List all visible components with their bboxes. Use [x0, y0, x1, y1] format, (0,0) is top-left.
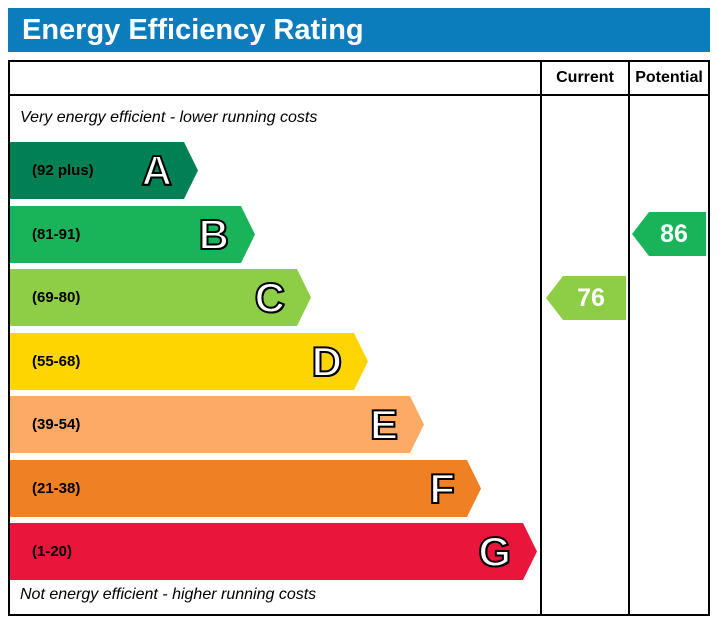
page-title: Energy Efficiency Rating	[22, 13, 364, 46]
bottom-note: Not energy efficient - higher running co…	[20, 586, 317, 603]
band-c-letter: C	[254, 274, 285, 321]
top-note: Very energy efficient - lower running co…	[20, 109, 318, 126]
band-e-range: (39-54)	[32, 416, 81, 433]
band-b-range: (81-91)	[32, 226, 81, 243]
band-a: (92 plus) A	[10, 142, 198, 199]
band-b-letter: B	[198, 211, 229, 258]
band-a-letter: A	[141, 147, 172, 194]
band-e: (39-54) E	[10, 396, 424, 453]
band-f: (21-38) F	[10, 460, 481, 517]
current-rating-value: 76	[577, 283, 605, 312]
current-column-divider	[540, 62, 542, 614]
potential-column-divider	[628, 62, 630, 614]
band-d-range: (55-68)	[32, 353, 81, 370]
band-c: (69-80) C	[10, 269, 311, 326]
band-g-letter: G	[478, 528, 511, 575]
potential-rating-arrow: 86	[632, 212, 706, 256]
band-b: (81-91) B	[10, 206, 255, 263]
band-d-letter: D	[311, 338, 342, 385]
potential-rating-value: 86	[660, 219, 688, 248]
header-rule	[10, 94, 708, 96]
band-g-range: (1-20)	[32, 543, 73, 560]
band-d: (55-68) D	[10, 333, 368, 390]
current-rating-arrow: 76	[546, 276, 626, 320]
band-f-range: (21-38)	[32, 480, 81, 497]
potential-column-header: Potential	[635, 69, 703, 86]
energy-rating-chart: Current Potential Very energy efficient …	[8, 60, 710, 616]
band-e-letter: E	[369, 401, 398, 448]
current-column-header: Current	[556, 69, 614, 86]
band-a-range: (92 plus)	[32, 162, 94, 179]
band-g: (1-20) G	[10, 523, 537, 580]
title-bar: Energy Efficiency Rating	[8, 8, 710, 52]
band-c-range: (69-80)	[32, 289, 81, 306]
band-f-letter: F	[429, 465, 455, 512]
